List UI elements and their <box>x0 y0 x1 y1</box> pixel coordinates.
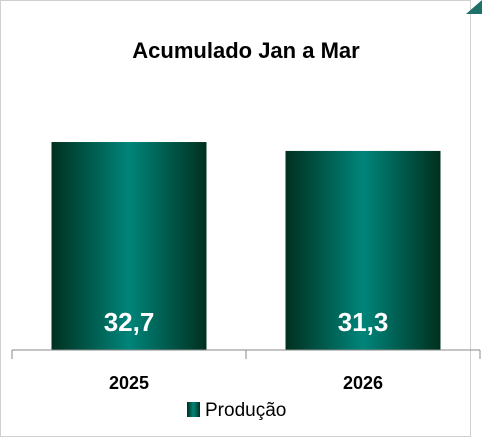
value-label: 32,7 <box>104 307 155 337</box>
value-label: 31,3 <box>338 307 389 337</box>
legend-label: Produção <box>205 400 286 421</box>
legend-swatch <box>187 402 200 417</box>
chart-title: Acumulado Jan a Mar <box>132 38 360 63</box>
corner-decoration <box>466 0 482 14</box>
x-tick-label: 2025 <box>109 373 149 393</box>
x-tick-label: 2026 <box>343 373 383 393</box>
bar <box>285 150 441 350</box>
bar <box>51 142 207 350</box>
